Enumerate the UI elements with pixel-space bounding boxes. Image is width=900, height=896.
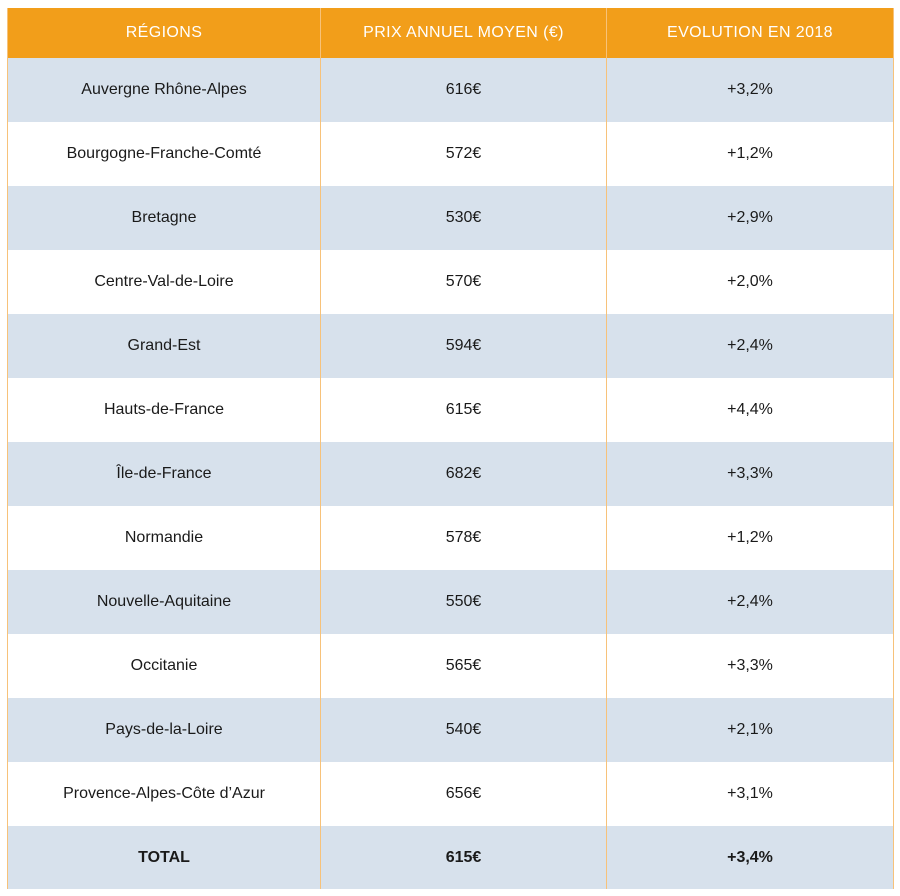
- header-row: RÉGIONS PRIX ANNUEL MOYEN (€) EVOLUTION …: [7, 8, 894, 58]
- price-cell: 565€: [320, 634, 607, 698]
- evolution-cell: +2,4%: [606, 314, 894, 378]
- table-row: Occitanie 565€ +3,3%: [7, 634, 894, 698]
- evolution-cell: +2,9%: [606, 186, 894, 250]
- table-row: Nouvelle-Aquitaine 550€ +2,4%: [7, 570, 894, 634]
- price-cell: 578€: [320, 506, 607, 570]
- table-row: Île-de-France 682€ +3,3%: [7, 442, 894, 506]
- region-cell: Auvergne Rhône-Alpes: [7, 58, 321, 122]
- evolution-cell: +3,3%: [606, 442, 894, 506]
- header-regions: RÉGIONS: [7, 8, 321, 58]
- price-cell: 572€: [320, 122, 607, 186]
- table-header: RÉGIONS PRIX ANNUEL MOYEN (€) EVOLUTION …: [7, 8, 894, 58]
- price-cell: 615€: [320, 378, 607, 442]
- total-evolution-cell: +3,4%: [606, 826, 894, 889]
- region-cell: Île-de-France: [7, 442, 321, 506]
- region-cell: Bourgogne-Franche-Comté: [7, 122, 321, 186]
- regional-price-table: RÉGIONS PRIX ANNUEL MOYEN (€) EVOLUTION …: [7, 8, 894, 889]
- evolution-cell: +2,1%: [606, 698, 894, 762]
- evolution-cell: +3,2%: [606, 58, 894, 122]
- header-evolution: EVOLUTION EN 2018: [606, 8, 894, 58]
- region-cell: Occitanie: [7, 634, 321, 698]
- table-row: Grand-Est 594€ +2,4%: [7, 314, 894, 378]
- region-cell: Pays-de-la-Loire: [7, 698, 321, 762]
- region-cell: Nouvelle-Aquitaine: [7, 570, 321, 634]
- total-label-cell: TOTAL: [7, 826, 321, 889]
- total-price-cell: 615€: [320, 826, 607, 889]
- region-cell: Centre-Val-de-Loire: [7, 250, 321, 314]
- table-row: Bourgogne-Franche-Comté 572€ +1,2%: [7, 122, 894, 186]
- region-cell: Bretagne: [7, 186, 321, 250]
- total-row: TOTAL 615€ +3,4%: [7, 826, 894, 889]
- price-cell: 616€: [320, 58, 607, 122]
- price-table-container: RÉGIONS PRIX ANNUEL MOYEN (€) EVOLUTION …: [7, 8, 894, 889]
- evolution-cell: +3,3%: [606, 634, 894, 698]
- price-cell: 594€: [320, 314, 607, 378]
- price-cell: 682€: [320, 442, 607, 506]
- table-row: Centre-Val-de-Loire 570€ +2,0%: [7, 250, 894, 314]
- price-cell: 530€: [320, 186, 607, 250]
- region-cell: Normandie: [7, 506, 321, 570]
- region-cell: Grand-Est: [7, 314, 321, 378]
- price-cell: 540€: [320, 698, 607, 762]
- evolution-cell: +1,2%: [606, 506, 894, 570]
- table-body: Auvergne Rhône-Alpes 616€ +3,2% Bourgogn…: [7, 58, 894, 889]
- price-cell: 656€: [320, 762, 607, 826]
- region-cell: Hauts-de-France: [7, 378, 321, 442]
- table-row: Normandie 578€ +1,2%: [7, 506, 894, 570]
- price-cell: 570€: [320, 250, 607, 314]
- table-row: Bretagne 530€ +2,9%: [7, 186, 894, 250]
- evolution-cell: +1,2%: [606, 122, 894, 186]
- evolution-cell: +2,4%: [606, 570, 894, 634]
- table-row: Pays-de-la-Loire 540€ +2,1%: [7, 698, 894, 762]
- table-row: Provence-Alpes-Côte d’Azur 656€ +3,1%: [7, 762, 894, 826]
- price-cell: 550€: [320, 570, 607, 634]
- evolution-cell: +4,4%: [606, 378, 894, 442]
- table-row: Hauts-de-France 615€ +4,4%: [7, 378, 894, 442]
- evolution-cell: +2,0%: [606, 250, 894, 314]
- evolution-cell: +3,1%: [606, 762, 894, 826]
- region-cell: Provence-Alpes-Côte d’Azur: [7, 762, 321, 826]
- header-average-price: PRIX ANNUEL MOYEN (€): [320, 8, 607, 58]
- table-row: Auvergne Rhône-Alpes 616€ +3,2%: [7, 58, 894, 122]
